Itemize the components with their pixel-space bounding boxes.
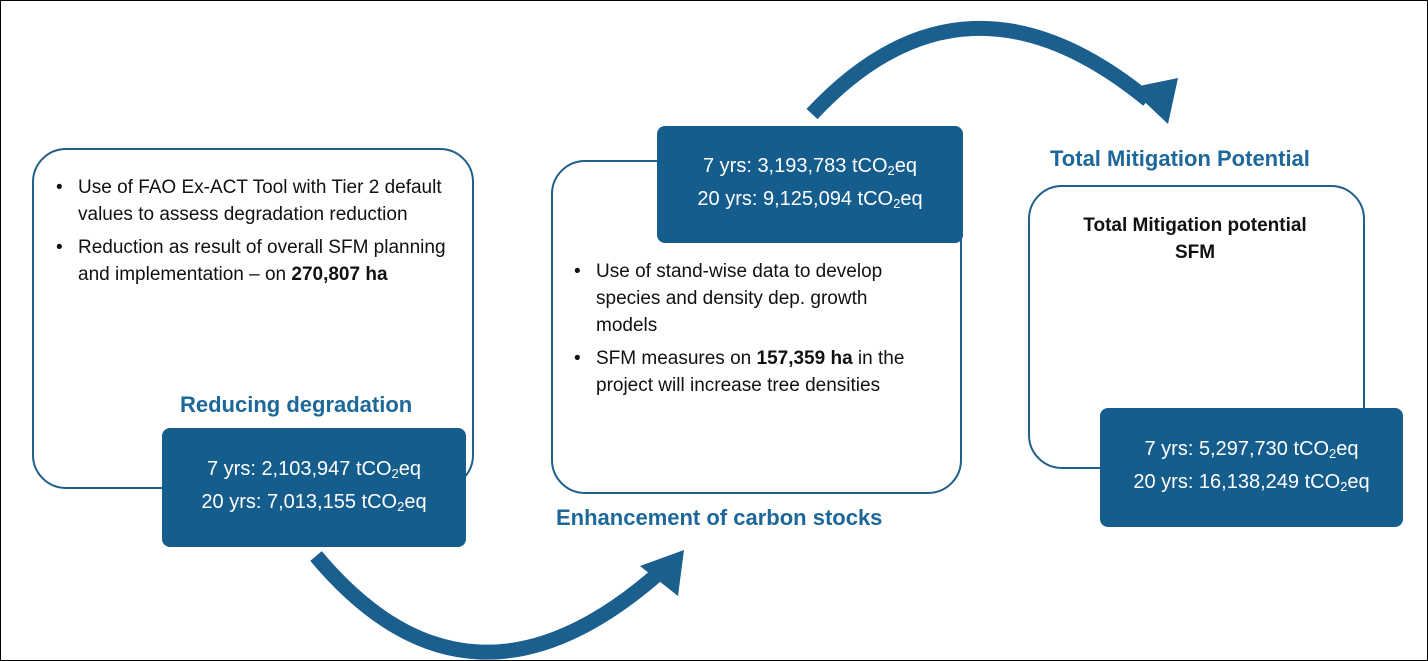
bullet-item: Use of FAO Ex-ACT Tool with Tier 2 defau… xyxy=(56,174,446,228)
arrow-top xyxy=(806,20,1153,120)
result-line: 20 yrs: 7,013,155 tCO2eq xyxy=(162,488,466,521)
reducing-title: Reducing degradation xyxy=(180,392,413,417)
enhancement-results: 7 yrs: 3,193,783 tCO2eq 20 yrs: 9,125,094… xyxy=(657,126,963,243)
result-sub: 2 xyxy=(1340,478,1348,494)
result-sub: 2 xyxy=(397,498,405,514)
bullet-text: Use of stand-wise data to develop specie… xyxy=(596,261,883,336)
result-prefix: 20 yrs: 16,138,249 tCO xyxy=(1133,470,1341,493)
bullet-text: SFM measures on xyxy=(596,348,757,369)
result-prefix: 7 yrs: 3,193,783 tCO xyxy=(702,154,888,177)
arrow-bottom xyxy=(310,551,665,660)
result-prefix: 7 yrs: 2,103,947 tCO xyxy=(206,457,392,480)
result-sub: 2 xyxy=(1329,445,1337,461)
enhancement-title: Enhancement of carbon stocks xyxy=(556,505,883,530)
enhancement-bullets: Use of stand-wise data to develop specie… xyxy=(574,258,914,405)
result-line: 20 yrs: 16,138,249 tCO2eq xyxy=(1100,468,1403,501)
result-suffix: eq xyxy=(1336,437,1359,460)
result-line: 7 yrs: 2,103,947 tCO2eq xyxy=(162,455,466,488)
result-suffix: eq xyxy=(894,154,918,177)
result-suffix: eq xyxy=(398,457,422,480)
result-prefix: 20 yrs: 9,125,094 tCO xyxy=(697,187,894,210)
result-line: 20 yrs: 9,125,094 tCO2eq xyxy=(657,185,963,218)
result-prefix: 20 yrs: 7,013,155 tCO xyxy=(201,490,398,513)
bullet-item: Reduction as result of overall SFM plann… xyxy=(56,234,446,288)
bullet-text: Reduction as result of overall SFM plann… xyxy=(78,237,446,285)
bullet-bold: 157,359 ha xyxy=(756,348,853,369)
bullet-text: Use of FAO Ex-ACT Tool with Tier 2 defau… xyxy=(78,177,442,225)
reducing-bullets: Use of FAO Ex-ACT Tool with Tier 2 defau… xyxy=(56,174,446,294)
bullet-item: SFM measures on 157,359 ha in the projec… xyxy=(574,345,914,399)
bullet-bold: 270,807 ha xyxy=(291,264,388,285)
reducing-results: 7 yrs: 2,103,947 tCO2eq 20 yrs: 7,013,155… xyxy=(162,428,466,547)
result-prefix: 7 yrs: 5,297,730 tCO xyxy=(1144,437,1330,460)
total-heading: Total Mitigation potential SFM xyxy=(1083,215,1307,263)
result-sub: 2 xyxy=(391,465,399,481)
result-suffix: eq xyxy=(404,490,427,513)
bullet-text: in the project will increase tree densit… xyxy=(596,348,905,396)
result-suffix: eq xyxy=(900,187,923,210)
bullet-item: Use of stand-wise data to develop specie… xyxy=(574,258,914,339)
total-results: 7 yrs: 5,297,730 tCO2eq 20 yrs: 16,138,24… xyxy=(1100,408,1403,527)
result-suffix: eq xyxy=(1347,470,1370,493)
arrowhead-bottom xyxy=(640,550,684,596)
result-line: 7 yrs: 5,297,730 tCO2eq xyxy=(1100,435,1403,468)
result-line: 7 yrs: 3,193,783 tCO2eq xyxy=(657,152,963,185)
arrowhead-top xyxy=(1130,78,1178,124)
total-title: Total Mitigation Potential xyxy=(1050,146,1310,171)
result-sub: 2 xyxy=(893,195,901,211)
result-sub: 2 xyxy=(887,162,895,178)
